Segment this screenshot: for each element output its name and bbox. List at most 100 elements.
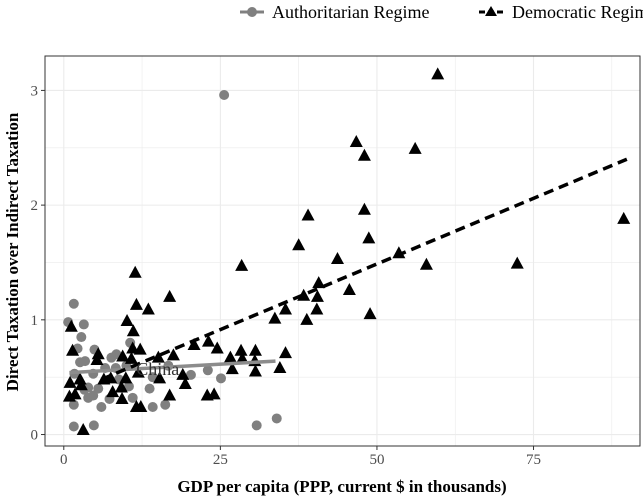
y-tick-label: 2	[31, 198, 39, 214]
democratic-point	[74, 378, 88, 391]
democratic-point	[248, 364, 262, 377]
democratic-point	[116, 349, 130, 362]
democratic-point	[300, 312, 314, 325]
democratic-point	[134, 400, 148, 412]
democratic-point	[114, 380, 128, 393]
democratic-point	[66, 343, 80, 356]
authoritarian-point	[68, 421, 79, 432]
democratic-point	[201, 334, 215, 347]
plot-panel-border	[44, 55, 641, 447]
democratic-point	[210, 341, 224, 354]
y-tick-label: 1	[31, 313, 39, 329]
authoritarian-point	[251, 420, 262, 431]
x-axis-title: GDP per capita (PPP, current $ in thousa…	[177, 477, 506, 496]
authoritarian-point	[83, 392, 94, 403]
democratic-point	[62, 389, 76, 402]
democratic-point	[362, 231, 376, 244]
democratic-point	[357, 202, 371, 215]
authoritarian-point	[202, 365, 213, 376]
democratic-point	[126, 341, 140, 354]
democratic-point	[64, 319, 78, 332]
democratic-point	[342, 283, 356, 295]
democratic-point	[510, 256, 524, 269]
democratic-point	[166, 348, 180, 361]
authoritarian-point	[93, 383, 104, 394]
democratic-point	[163, 388, 177, 401]
axis-ticks: 0 25 50 75 0 1 2 3	[31, 83, 542, 468]
democratic-point	[223, 350, 237, 363]
democratic-point	[73, 372, 87, 385]
democratic-point	[357, 148, 371, 161]
authoritarian-point	[271, 413, 282, 424]
authoritarian-point	[78, 319, 89, 330]
democratic-point	[330, 252, 344, 265]
democratic-point	[312, 276, 326, 289]
democratic-point	[235, 351, 249, 364]
democratic-point	[268, 311, 282, 324]
democratic-point	[349, 135, 363, 148]
democratic-point	[363, 307, 377, 320]
democratic-point	[151, 350, 165, 363]
y-tick-label: 0	[31, 428, 39, 444]
democratic-point	[133, 342, 147, 355]
democratic-point	[273, 361, 287, 373]
democratic-point	[129, 297, 143, 310]
democratic-point	[119, 371, 133, 384]
authoritarian-point	[219, 90, 230, 100]
y-axis-title: Direct Taxation over Indirect Taxation	[3, 112, 22, 391]
democratic-point	[617, 211, 631, 224]
democratic-point	[408, 141, 422, 154]
x-tick-label: 50	[369, 452, 384, 468]
democratic-point	[76, 422, 90, 435]
democratic-point	[131, 365, 145, 378]
democratic-point	[248, 354, 262, 367]
democratic-point	[248, 343, 262, 356]
authoritarian-point	[88, 420, 99, 431]
authoritarian-point	[80, 356, 91, 367]
democratic-point	[120, 313, 134, 326]
annotation-china: China	[136, 359, 179, 379]
y-tick-label: 3	[31, 83, 39, 99]
legend-label-democratic: Democratic Regime	[512, 2, 643, 22]
authoritarian-point	[127, 392, 138, 403]
legend: Authoritarian Regime Democratic Regime	[240, 2, 643, 22]
democratic-point	[279, 346, 293, 359]
democratic-point	[419, 257, 433, 270]
democratic-point	[141, 302, 155, 315]
x-tick-label: 0	[60, 452, 68, 468]
democratic-point	[292, 238, 306, 251]
democratic-point	[63, 375, 77, 388]
democratic-point	[126, 324, 140, 337]
authoritarian-point	[76, 332, 87, 343]
democratic-point	[279, 302, 293, 315]
democratic-point	[153, 371, 167, 384]
democratic-point	[310, 302, 324, 315]
democratic-point	[163, 289, 177, 302]
gridlines	[45, 56, 640, 446]
authoritarian-point	[160, 399, 171, 410]
data-points	[62, 67, 631, 435]
legend-key-authoritarian-circle	[247, 7, 257, 17]
democratic-point	[225, 362, 239, 375]
democratic-point	[187, 338, 201, 351]
democratic-point	[178, 377, 192, 390]
democratic-point	[310, 289, 324, 302]
authoritarian-point	[68, 298, 79, 309]
democratic-point	[235, 258, 249, 271]
democratic-point	[176, 367, 190, 380]
x-tick-label: 25	[213, 452, 228, 468]
democratic-point	[91, 347, 105, 360]
democratic-point	[207, 387, 221, 400]
legend-label-authoritarian: Authoritarian Regime	[272, 2, 429, 22]
democratic-fit-line	[100, 157, 628, 382]
authoritarian-fit-line	[69, 359, 276, 375]
authoritarian-point	[68, 399, 79, 410]
democratic-point	[234, 343, 248, 356]
x-tick-label: 75	[526, 452, 541, 468]
fit-lines	[69, 157, 628, 382]
authoritarian-point	[123, 381, 134, 392]
legend-key-democratic-triangle	[485, 6, 497, 16]
democratic-point	[301, 208, 315, 221]
authoritarian-point	[147, 402, 158, 412]
